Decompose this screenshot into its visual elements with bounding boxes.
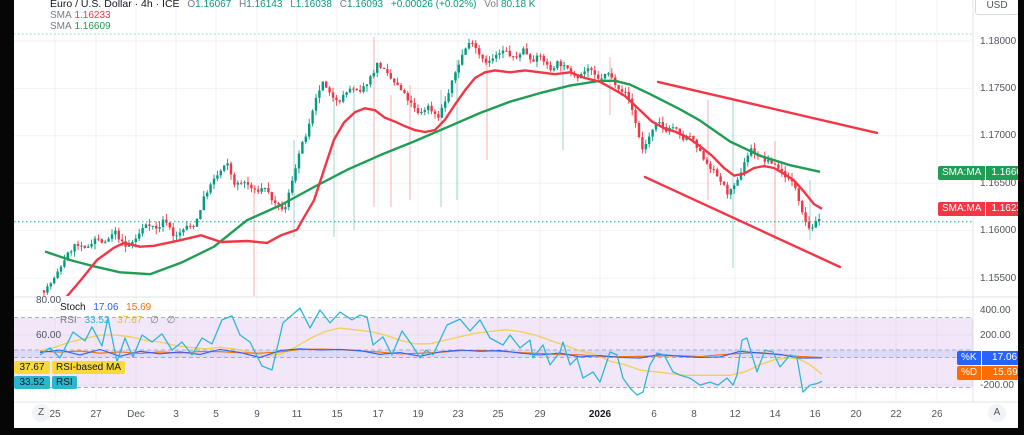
change-value: +0.00026 (+0.02%) (390, 0, 477, 10)
rsi-left-badge: 33.52 RSI (14, 376, 77, 389)
time-tick-label: 6 (651, 409, 657, 420)
price-tick-label: 1.17000 (980, 130, 1017, 142)
time-tick-label: 15 (331, 409, 343, 420)
rsi-ma-left-badge: 37.67 RSI-based MA (14, 361, 126, 374)
price-tick-label: 1.18000 (980, 35, 1017, 47)
time-tick-label: 19 (412, 409, 424, 420)
time-tick-label: 5 (213, 409, 219, 420)
indicator-left-tick-label: 60.00 (36, 329, 62, 341)
symbol-legend[interactable]: Euro / U.S. Dollar · 4h · ICE O1.16067 H… (50, 0, 535, 10)
close-label: C (339, 0, 347, 10)
low-value: 1.16038 (295, 0, 332, 10)
rsi-badge-value: 33.52 (14, 376, 50, 389)
sma-slow-legend[interactable]: SMA 1.16609 (50, 21, 111, 32)
price-tick-label: 1.16000 (980, 225, 1017, 237)
time-tick-label: 26 (931, 409, 943, 420)
rsi-label: RSI (60, 315, 77, 326)
volume-value: 80.18 K (500, 0, 536, 10)
volume-label: Vol (484, 0, 499, 10)
low-label: L (290, 0, 296, 10)
indicator-right-tick-label: -200.00 (980, 379, 1014, 391)
time-tick-label: 3 (173, 409, 179, 420)
stoch-d-axis-badge: %D 15.69 (957, 366, 1024, 380)
time-tick-label: 9 (254, 409, 260, 420)
time-tick-label: 25 (492, 409, 504, 420)
time-tick-label: 22 (890, 409, 902, 420)
bottom-black-border (0, 428, 1024, 435)
rsi-ma-badge-label: RSI-based MA (52, 361, 126, 374)
stoch-k-badge-label: %K (957, 351, 981, 365)
sma-fast-legend[interactable]: SMA 1.16233 (50, 10, 111, 21)
sma-slow-value: 1.16609 (74, 21, 111, 32)
indicator-left-tick-label: 80.00 (36, 294, 62, 306)
price-tick-label: 1.17500 (980, 82, 1017, 94)
time-tick-label: 11 (291, 409, 303, 420)
stoch-k-badge-value: 17.06 (981, 351, 1024, 365)
price-axis[interactable]: 1.18000 1.17500 1.17000 1.16500 1.16000 1.155… (973, 0, 1018, 402)
time-tick-label: 27 (90, 409, 102, 420)
open-value: 1.16067 (195, 0, 232, 10)
symbol-title[interactable]: Euro / U.S. Dollar · 4h · ICE (50, 0, 180, 10)
time-tick-label: 12 (729, 409, 741, 420)
indicator-right-tick-label: 200.00 (980, 329, 1011, 341)
sma-slow-badge-value: 1.16609 (986, 165, 1024, 180)
price-tick-label: 1.15500 (980, 272, 1017, 284)
left-black-border (0, 0, 14, 435)
rsi-value: 33.52 (84, 315, 110, 326)
sma-fast-label: SMA (50, 10, 72, 21)
sma-slow-label: SMA (50, 21, 72, 32)
auto-scale-button[interactable]: A (988, 404, 1006, 422)
stoch-k-axis-badge: %K 17.06 (957, 351, 1024, 365)
sma-fast-badge-value: 1.16233 (986, 201, 1024, 216)
price-tick-label: 1.16500 (980, 177, 1017, 189)
rsi-badge-label: RSI (52, 376, 77, 389)
rsi-ma-value: 37.67 (117, 315, 143, 326)
stoch-d-badge-value: 15.69 (982, 366, 1024, 380)
sma-fast-axis-badge: SMA:MA 1.16233 (938, 201, 1024, 216)
high-value: 1.16143 (246, 0, 283, 10)
sma-fast-value: 1.16233 (74, 10, 111, 21)
empty-set-icon: ∅ (166, 315, 176, 326)
high-label: H (239, 0, 247, 10)
indicator-left-axis[interactable]: 80.00 60.00 (14, 294, 74, 402)
sma-slow-badge-label: SMA:MA (938, 165, 986, 180)
time-tick-label: 20 (850, 409, 862, 420)
close-value: 1.16093 (346, 0, 384, 10)
stoch-label: Stoch (60, 302, 86, 313)
time-tick-label: Dec (127, 409, 145, 420)
stoch-legend[interactable]: Stoch 17.06 15.69 (60, 302, 151, 313)
time-tick-label: 25 (49, 409, 61, 420)
empty-set-icon: ∅ (150, 315, 159, 326)
timezone-button[interactable]: Z (32, 404, 50, 422)
rsi-ma-badge-value: 37.67 (14, 361, 50, 374)
indicator-right-tick-label: 400.00 (980, 304, 1011, 316)
stoch-d-badge-label: %D (957, 366, 982, 380)
time-tick-label: 14 (769, 409, 781, 420)
rsi-legend[interactable]: RSI 33.52 37.67 ∅ ∅ (60, 315, 175, 326)
sma-slow-axis-badge: SMA:MA 1.16609 (938, 165, 1024, 180)
time-tick-label: 16 (809, 409, 821, 420)
sma-fast-badge-label: SMA:MA (938, 201, 986, 216)
stoch-k-value: 17.06 (93, 302, 119, 313)
time-tick-label: 23 (452, 409, 464, 420)
time-tick-label: 17 (372, 409, 384, 420)
time-tick-label: 29 (534, 409, 546, 420)
time-tick-label: 8 (691, 409, 697, 420)
open-label: O (187, 0, 196, 10)
currency-toggle-button[interactable]: USD (975, 0, 1019, 15)
time-axis[interactable]: 25 27 Dec 3 5 9 11 15 17 19 23 25 29 2026 6 8 12 14 16 20 22… (14, 402, 1018, 428)
stoch-d-value: 15.69 (126, 302, 152, 313)
right-black-border (1018, 0, 1024, 435)
time-tick-label-year: 2026 (588, 409, 612, 420)
